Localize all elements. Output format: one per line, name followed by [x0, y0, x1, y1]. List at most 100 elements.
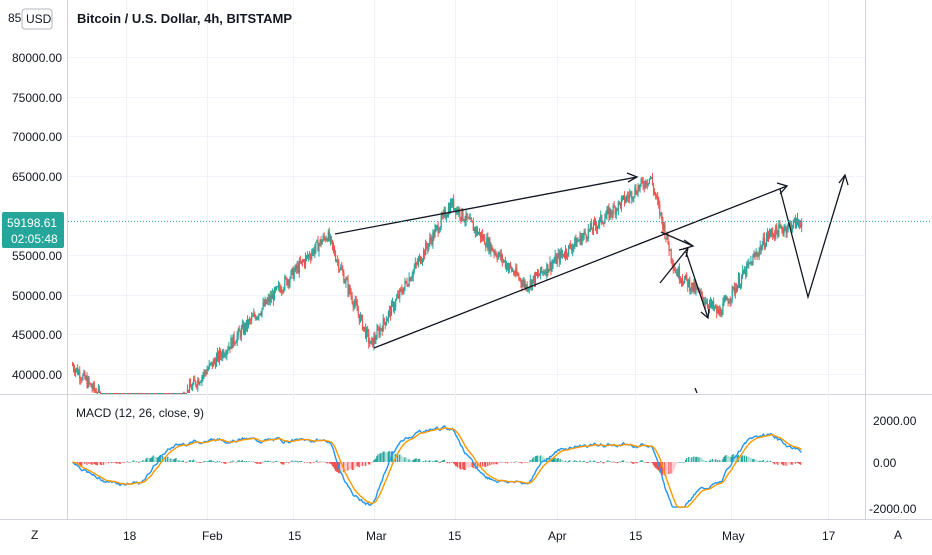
- macd-histogram-bar: [228, 462, 230, 463]
- drop-arrowhead-3: [700, 308, 710, 320]
- macd-histogram-bar: [622, 460, 625, 462]
- macd-histogram-bar: [384, 452, 386, 462]
- candle-body: [134, 393, 136, 394]
- macd-histogram-bar: [147, 457, 149, 462]
- macd-histogram-bar: [247, 461, 250, 462]
- macd-axis[interactable]: 2000.00 0.00 -2000.00: [869, 414, 917, 516]
- candle-body: [133, 393, 135, 394]
- macd-histogram-bar: [248, 461, 251, 462]
- macd-histogram-bar: [410, 460, 412, 462]
- candle-body: [626, 196, 628, 201]
- macd-histogram-bar: [302, 461, 305, 463]
- price-axis[interactable]: 80000.00 75000.00 70000.00 65000.00 5500…: [12, 51, 62, 382]
- projection-path[interactable]: [779, 174, 846, 300]
- candle-body: [118, 393, 120, 394]
- candle-body: [795, 218, 798, 228]
- macd-histogram-bar: [197, 461, 199, 463]
- candle-body: [513, 270, 515, 274]
- macd-histogram-bar: [511, 462, 514, 463]
- trendline-upper[interactable]: [334, 176, 638, 235]
- candle-body: [292, 268, 294, 279]
- candle-body: [734, 288, 736, 294]
- macd-histogram-bar: [767, 461, 770, 462]
- candle-body: [148, 393, 150, 394]
- candle-body: [671, 259, 673, 264]
- candle-body: [755, 253, 757, 256]
- macd-histogram-bar: [144, 460, 146, 462]
- macd-histogram-bar: [368, 462, 370, 465]
- macd-histogram-bar: [340, 462, 342, 473]
- macd-histogram-bar: [194, 459, 196, 462]
- macd-histogram-bar: [774, 462, 776, 465]
- macd-histogram-bar: [391, 451, 394, 462]
- macd-histogram-bar: [227, 462, 229, 464]
- macd-histogram-bar: [155, 457, 158, 462]
- candle-body: [744, 268, 746, 274]
- trendline-lower[interactable]: [373, 185, 788, 349]
- macd-histogram-bar: [262, 461, 264, 463]
- macd-histogram-bar: [681, 462, 684, 463]
- candle-body: [525, 284, 527, 288]
- macd-histogram-bar: [239, 461, 241, 462]
- drop-arrow-1[interactable]: [660, 231, 694, 247]
- candle-body: [678, 268, 681, 281]
- candle-body: [368, 332, 370, 344]
- candle-body: [350, 293, 352, 297]
- macd-histogram-bar: [685, 458, 688, 462]
- macd-histogram-bar: [112, 462, 114, 463]
- candle-body: [696, 287, 698, 289]
- macd-histogram-bar: [418, 458, 421, 462]
- macd-histogram-bar: [400, 454, 402, 462]
- macd-histogram-bar: [458, 462, 460, 468]
- auto-scale-button[interactable]: A: [894, 528, 902, 542]
- candle-body: [747, 263, 749, 265]
- macd-histogram-bar: [738, 456, 741, 462]
- candle-body: [593, 221, 596, 223]
- candle-body: [369, 343, 371, 345]
- candle-body: [564, 249, 567, 257]
- candle-body: [692, 282, 694, 291]
- cropped-axis-label: 85: [8, 11, 22, 25]
- candle-body: [469, 217, 471, 220]
- macd-histogram-bar: [304, 462, 307, 463]
- candle-body: [293, 271, 295, 279]
- drop-arrow-2[interactable]: [659, 247, 689, 284]
- user-drawings[interactable]: [334, 172, 849, 394]
- drop-arrow-3[interactable]: [685, 251, 709, 319]
- candle-body: [205, 372, 207, 374]
- timezone-button[interactable]: Z: [31, 528, 38, 542]
- macd-histogram-bar: [175, 458, 177, 462]
- macd-histogram-bar: [310, 462, 312, 464]
- macd-histogram-bar: [376, 455, 378, 462]
- candle-body: [583, 231, 585, 235]
- macd-histogram-bar: [466, 462, 468, 469]
- candle-body: [738, 277, 741, 288]
- candle-body: [584, 231, 586, 235]
- macd-histogram-bar: [506, 462, 509, 464]
- macd-histogram-bar: [241, 460, 244, 462]
- macd-histogram-bar: [643, 462, 645, 463]
- candle-body: [681, 279, 684, 282]
- candle-body: [648, 178, 650, 184]
- macd-histogram-bar: [676, 462, 679, 463]
- candle-body: [437, 225, 439, 233]
- macd-histogram-bar: [690, 458, 692, 462]
- macd-histogram-bar: [487, 462, 489, 466]
- candle-body: [667, 233, 669, 244]
- macd-histogram-bar: [85, 462, 87, 464]
- candle-body: [111, 393, 113, 394]
- currency-button[interactable]: USD: [21, 8, 53, 30]
- candle-body: [488, 239, 490, 250]
- macd-histogram-bar: [200, 462, 202, 464]
- macd-histogram-bar: [475, 462, 478, 468]
- candle-body: [240, 328, 242, 338]
- candle-body: [236, 335, 238, 343]
- macd-histogram-bar: [742, 455, 745, 462]
- candle-body: [492, 250, 494, 252]
- candle-body: [447, 207, 450, 216]
- macd-histogram-bar: [530, 460, 533, 462]
- macd-histogram-bar: [122, 462, 124, 463]
- macd-histogram-bar: [630, 461, 632, 463]
- time-axis[interactable]: 18 Feb 15 Mar 15 Apr 15 May 17: [123, 529, 836, 543]
